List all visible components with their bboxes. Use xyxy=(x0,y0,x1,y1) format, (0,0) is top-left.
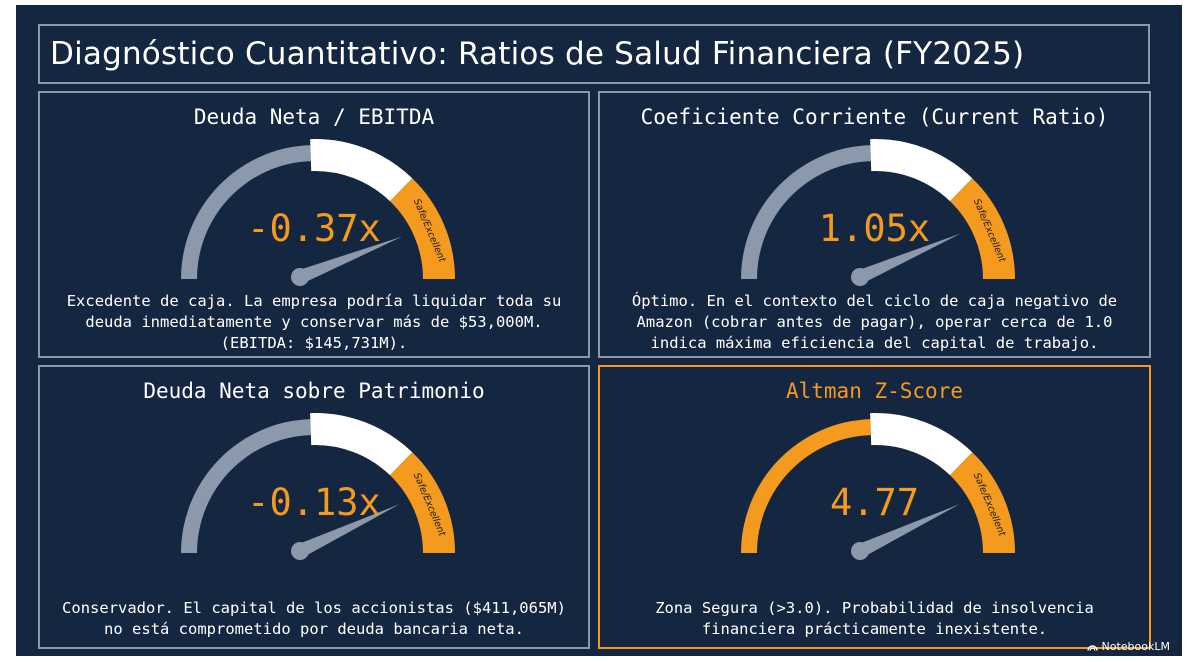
gauge-band-low xyxy=(741,419,871,553)
panel-title: Deuda Neta / EBITDA xyxy=(193,105,435,129)
gauge-net-debt-ebitda: Safe/Excellent xyxy=(181,139,455,286)
gauge-needle-hub xyxy=(291,268,309,286)
gauge-altman-z-score: Safe/Excellent xyxy=(741,413,1015,560)
gauge-value: -0.13x xyxy=(247,481,381,524)
panel-description: Zona Segura (>3.0). Probabilidad de inso… xyxy=(655,599,1094,638)
gauge-band-mid xyxy=(310,413,413,476)
gauge-net-debt-equity: Safe/Excellent xyxy=(181,413,455,560)
panel-description: Óptimo. En el contexto del ciclo de caja… xyxy=(631,292,1118,352)
panel-title: Coeficiente Corriente (Current Ratio) xyxy=(640,105,1109,129)
gauge-band-low xyxy=(741,145,871,279)
notebooklm-logo-icon xyxy=(1086,644,1098,651)
panel-current-ratio: Coeficiente Corriente (Current Ratio) Sa… xyxy=(598,91,1151,358)
panel-title: Deuda Neta sobre Patrimonio xyxy=(143,379,485,403)
gauge-needle xyxy=(297,504,400,558)
panel-altman-z-score: Altman Z-Score Safe/Excellent 4.77 Zona … xyxy=(598,365,1151,649)
notebooklm-brand: NotebookLM xyxy=(1086,640,1170,653)
gauge-needle-hub xyxy=(851,542,869,560)
gauge-band-safe xyxy=(950,452,1015,553)
gauge-value: 1.05x xyxy=(818,207,931,250)
panel-title: Altman Z-Score xyxy=(785,379,963,403)
brand-label: NotebookLM xyxy=(1101,640,1170,653)
slide-title: Diagnóstico Cuantitativo: Ratios de Salu… xyxy=(50,36,1025,72)
gauge-current-ratio: Safe/Excellent xyxy=(741,139,1015,286)
panel-description: Conservador. El capital de los accionist… xyxy=(62,599,566,638)
gauge-band-mid xyxy=(870,413,973,476)
title-box: Diagnóstico Cuantitativo: Ratios de Salu… xyxy=(38,24,1150,84)
gauge-band-mid xyxy=(310,139,413,202)
gauge-band-low xyxy=(181,419,311,553)
gauge-needle-hub xyxy=(851,268,869,286)
gauge-band-mid xyxy=(870,139,973,202)
gauge-needle xyxy=(297,236,403,284)
panel-description: Excedente de caja. La empresa podría liq… xyxy=(66,292,562,352)
gauge-band-safe xyxy=(950,178,1015,279)
gauge-needle-hub xyxy=(291,542,309,560)
gauge-value: 4.77 xyxy=(829,481,920,524)
gauge-value: -0.37x xyxy=(247,207,381,250)
gauge-band-low xyxy=(181,145,311,279)
panel-net-debt-ebitda: Deuda Neta / EBITDA Safe/Excellent -0.37… xyxy=(38,91,590,358)
gauge-needle xyxy=(857,233,961,284)
gauge-needle xyxy=(857,504,960,558)
slide: Diagnóstico Cuantitativo: Ratios de Salu… xyxy=(16,5,1182,656)
gauge-band-safe xyxy=(390,178,455,279)
gauge-band-safe xyxy=(390,452,455,553)
panel-net-debt-equity: Deuda Neta sobre Patrimonio Safe/Excelle… xyxy=(38,365,590,649)
